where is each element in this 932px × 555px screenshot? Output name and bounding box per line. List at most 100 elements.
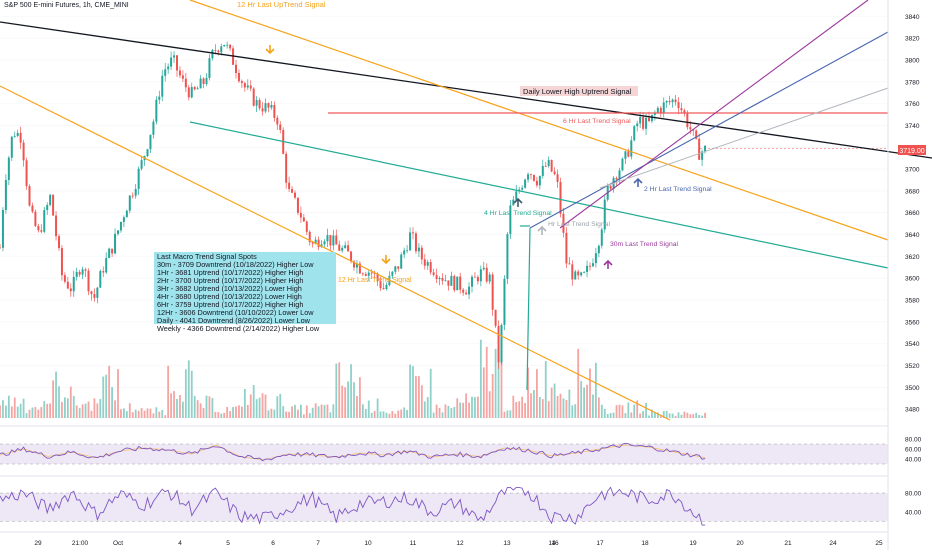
candle-body — [695, 130, 698, 139]
volume-bar — [394, 413, 397, 418]
trendlines[interactable] — [0, 0, 932, 421]
candle-body — [482, 267, 485, 270]
signal-line: 6Hr - 3759 Uptrend (10/17/2022) Higher H… — [157, 300, 304, 310]
arrow-2hr — [633, 177, 643, 187]
candle-body — [400, 254, 403, 269]
volume-bar — [311, 407, 314, 418]
volume-bar — [105, 374, 108, 418]
signal-line: 12Hr - 3606 Downtrend (10/10/2022) Lower… — [157, 308, 314, 318]
candle-body — [367, 272, 370, 276]
annotation-labels: 12 Hr Last UpTrend Signal 12 Hr Last Tre… — [237, 0, 712, 284]
annotation-daily: Daily Lower High Uptrend Signal — [523, 87, 632, 96]
volume-bar — [612, 412, 615, 418]
volume-bar — [648, 415, 650, 418]
candle-body — [562, 213, 565, 233]
candle-body — [161, 75, 164, 97]
volume-bar — [335, 363, 338, 418]
volume-bar — [409, 364, 411, 418]
volume-bar — [323, 405, 326, 418]
price-tick-label: 3580 — [905, 298, 920, 305]
candle-body — [347, 245, 350, 252]
volume-bar — [367, 400, 370, 418]
candle-body — [630, 140, 633, 157]
rsi-line — [0, 442, 706, 462]
volume-bar — [426, 397, 429, 418]
candle-body — [84, 269, 87, 271]
candle-body — [181, 75, 184, 79]
volume-bar — [444, 404, 447, 418]
candle-body — [586, 265, 589, 272]
candle-body — [323, 241, 326, 245]
candle-body — [332, 235, 335, 246]
time-tick-label: 13 — [503, 540, 511, 547]
volume-bar — [356, 395, 358, 418]
candle-body — [521, 187, 524, 190]
candle-body — [341, 247, 344, 251]
candle-body — [500, 324, 503, 363]
candle-body — [235, 64, 237, 73]
volume-bar — [96, 403, 99, 418]
volume-bar — [55, 371, 57, 418]
candle-body — [176, 55, 178, 71]
volume-bar — [686, 412, 689, 418]
volume-bar — [438, 407, 441, 418]
candle-body — [155, 99, 158, 122]
candle-body — [465, 292, 468, 295]
volume-bar — [491, 374, 494, 418]
candle-body — [305, 221, 308, 232]
candle-body — [237, 72, 240, 82]
price-tick-label: 3640 — [905, 232, 920, 239]
time-tick-label: 18 — [641, 540, 649, 547]
candle-body — [158, 96, 161, 100]
volume-bar — [305, 405, 308, 418]
arrow-hr — [537, 225, 547, 235]
volume-bar — [146, 408, 149, 418]
candle-body — [503, 278, 506, 325]
candle-body — [31, 205, 34, 212]
time-tick-label: 7 — [316, 540, 320, 547]
candle-body — [229, 44, 232, 49]
candle-body — [52, 194, 55, 216]
volume-bar — [376, 398, 379, 418]
volume-bar — [108, 365, 111, 418]
candle-body — [476, 277, 479, 282]
candle-body — [75, 271, 78, 277]
candle-body — [353, 261, 355, 268]
volume-bar — [506, 410, 509, 418]
volume-bar — [205, 395, 208, 418]
volume-bar — [441, 412, 444, 418]
candle-body — [60, 248, 63, 276]
candle-body — [335, 235, 338, 245]
volume-bar — [364, 409, 367, 418]
volume-bar — [220, 413, 223, 418]
volume-bar — [164, 415, 167, 418]
volume-bar — [471, 396, 473, 418]
price-axis: 3480 3500 3520 3540 3560 3580 3600 3620 3640 3660… — [887, 0, 920, 550]
price-tick-label: 3560 — [905, 319, 920, 326]
candle-body — [556, 174, 559, 182]
time-tick-label: 21 — [784, 540, 792, 547]
candle-body — [114, 233, 117, 254]
volume-bar — [488, 391, 491, 418]
osc-line — [0, 486, 706, 526]
candle-body — [302, 217, 305, 222]
volume-bar — [52, 380, 54, 418]
candle-body — [471, 276, 473, 287]
volume-bar — [353, 382, 355, 418]
volume-bar — [654, 411, 656, 418]
candle-body — [96, 287, 99, 298]
volume-bar — [285, 411, 288, 418]
candle-body — [621, 158, 624, 171]
candle-body — [600, 229, 603, 246]
candle-body — [220, 46, 223, 53]
candle-body — [506, 234, 509, 279]
candle-body — [249, 85, 252, 89]
time-tick-label: 4 — [178, 540, 182, 547]
volume-bar — [5, 405, 7, 418]
volume-bar — [235, 406, 237, 418]
candle-body — [308, 231, 311, 243]
candle-body — [276, 117, 279, 125]
volume-bar — [350, 364, 352, 418]
